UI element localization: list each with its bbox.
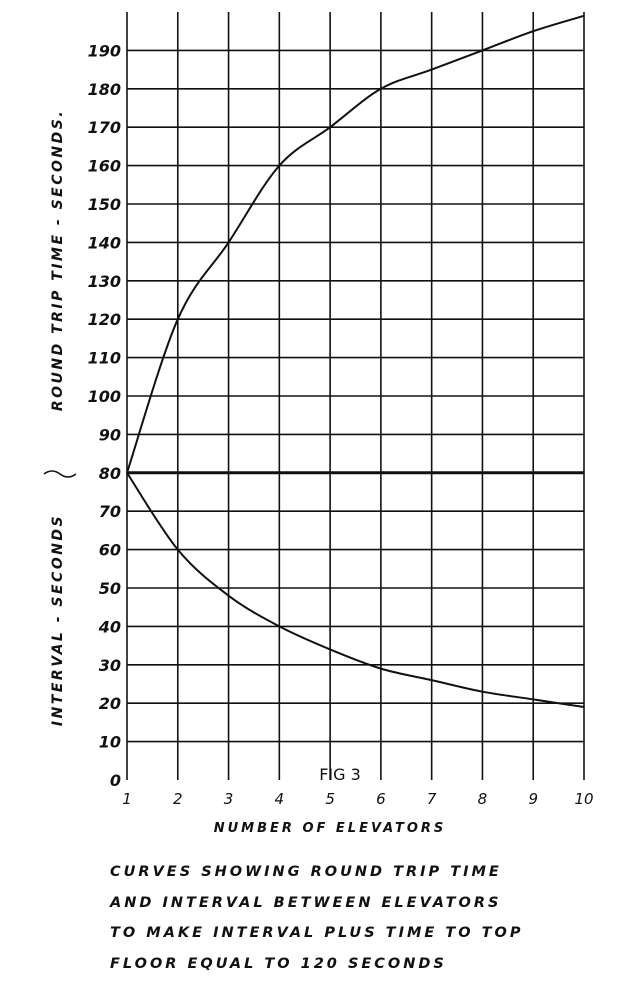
x-tick-label: 8: [478, 790, 488, 808]
x-tick-label: 6: [376, 790, 386, 808]
x-tick-label: 3: [224, 790, 234, 808]
y-tick-label: 150: [88, 195, 121, 214]
y-tick-label: 190: [88, 41, 121, 60]
x-tick-label: 7: [427, 790, 437, 808]
series-line: [126, 14, 585, 474]
y-axis-label-upper: ROUND TRIP TIME - SECONDS.: [50, 109, 66, 411]
x-axis-label: NUMBER OF ELEVATORS: [214, 821, 447, 836]
y-tick-label: 170: [88, 118, 121, 137]
caption-line: TO MAKE INTERVAL PLUS TIME TO TOP: [110, 925, 524, 941]
caption-line: CURVES SHOWING ROUND TRIP TIME: [110, 864, 502, 880]
x-tick-label: 2: [173, 790, 183, 808]
x-tick-label: 5: [325, 790, 335, 808]
y-tick-label: 0: [110, 771, 121, 790]
series-line: [126, 472, 585, 709]
label-brace: [43, 470, 77, 478]
y-tick-label: 40: [98, 617, 121, 636]
x-tick-label: 4: [275, 790, 285, 808]
y-tick-label: 60: [99, 541, 121, 560]
y-tick-label: 50: [99, 579, 121, 598]
tick-labels: 1 2 3 4 5 6 7 8 9 1001020304050607080901001101201…: [88, 41, 594, 808]
y-tick-label: 110: [88, 349, 121, 368]
grid: [126, 12, 585, 780]
figure-label: FIG 3: [319, 765, 361, 784]
x-tick-label: 10: [574, 790, 593, 808]
y-tick-label: 120: [88, 310, 121, 329]
x-tick-label: 9: [528, 790, 538, 808]
y-tick-label: 70: [99, 502, 121, 521]
x-tick-label: 1: [122, 790, 132, 808]
y-tick-label: 90: [99, 425, 121, 444]
y-tick-label: 80: [99, 464, 121, 483]
y-tick-label: 10: [99, 733, 121, 752]
series-layer: [126, 14, 585, 709]
y-tick-label: 20: [99, 694, 121, 713]
y-tick-label: 100: [88, 387, 121, 406]
y-tick-label: 180: [88, 80, 121, 99]
chart: 1 2 3 4 5 6 7 8 9 1001020304050607080901001101201…: [43, 12, 594, 836]
caption-line: FLOOR EQUAL TO 120 SECONDS: [110, 956, 447, 972]
caption-line: AND INTERVAL BETWEEN ELEVATORS: [110, 895, 502, 911]
y-tick-label: 160: [88, 157, 121, 176]
y-axis-label-lower: INTERVAL - SECONDS: [50, 514, 66, 726]
y-tick-label: 30: [99, 656, 121, 675]
y-tick-label: 140: [88, 233, 121, 252]
y-tick-label: 130: [88, 272, 121, 291]
